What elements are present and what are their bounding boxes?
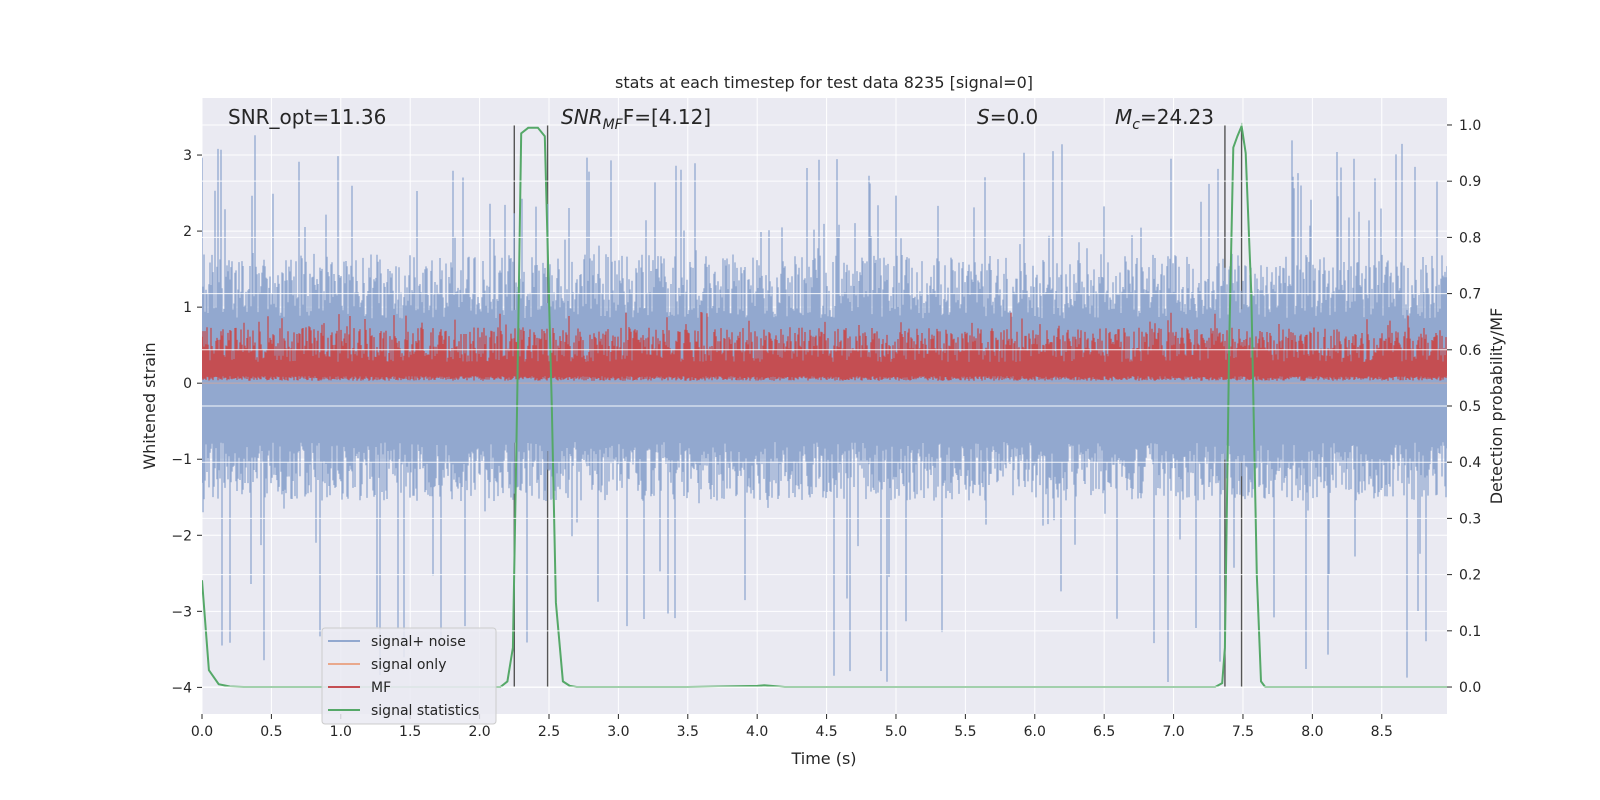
x-tick-label: 6.5 [1093, 724, 1115, 740]
y-axis-right-label: Detection probability/MF [1487, 308, 1506, 505]
x-tick-label: 0.0 [191, 724, 213, 740]
y-tick-label-right: 0.1 [1459, 624, 1481, 640]
y-tick-label-right: 0.0 [1459, 680, 1481, 696]
x-tick-label: 3.5 [677, 724, 699, 740]
y-tick-label-right: 0.9 [1459, 174, 1481, 190]
x-tick-label: 1.0 [330, 724, 352, 740]
y-tick-label-right: 0.2 [1459, 568, 1481, 584]
y-tick-label-right: 1.0 [1459, 118, 1481, 134]
annotation-snr-opt: SNR_opt=11.36 [228, 105, 386, 129]
annotation-snr-mf: SNRMFF=[4.12] [561, 105, 711, 133]
legend-box [321, 627, 497, 725]
legend-label-mf: MF [371, 680, 391, 696]
x-tick-label: 7.0 [1162, 724, 1184, 740]
x-tick-label: 0.5 [260, 724, 282, 740]
legend-label-signal-statistics: signal statistics [371, 703, 479, 719]
annotation-snr-mf-sub: MF [603, 117, 624, 133]
y-tick-label-left: 0 [183, 376, 192, 392]
y-tick-label-right: 0.8 [1459, 230, 1481, 246]
x-tick-label: 5.5 [954, 724, 976, 740]
annotation-s: S=0.0 [977, 105, 1038, 129]
mf-trace [202, 312, 1447, 381]
legend-label-signal-only: signal only [371, 657, 446, 673]
annotation-mc-sub: c [1132, 117, 1140, 133]
series-mf [202, 312, 1447, 381]
x-tick-label: 1.5 [399, 724, 421, 740]
ticks: 0.0 0.5 1.0 1.5 2.0 2.5 3.0 3.5 4.0 4.5 5.0 5.5 6.0 6… [171, 118, 1481, 740]
x-tick-label: 6.0 [1024, 724, 1046, 740]
annotation-mc-rest: =24.23 [1140, 105, 1214, 129]
y-tick-label-right: 0.7 [1459, 287, 1481, 303]
y-tick-label-left: 1 [183, 300, 192, 316]
y-tick-label-left: −3 [171, 604, 192, 620]
x-tick-label: 8.0 [1301, 724, 1323, 740]
x-tick-label: 4.5 [815, 724, 837, 740]
x-tick-label: 5.0 [885, 724, 907, 740]
right-axis-grid [202, 124, 1447, 688]
y-axis-left-label: Whitened strain [140, 342, 159, 469]
y-tick-label-left: 3 [183, 148, 192, 164]
y-tick-label-left: −2 [171, 528, 192, 544]
annotation-mc-main: M [1115, 105, 1132, 129]
y-tick-label-right: 0.6 [1459, 343, 1481, 359]
annotation-s-rest: =0.0 [990, 105, 1039, 129]
x-tick-label: 2.0 [468, 724, 490, 740]
chart-title: stats at each timestep for test data 823… [615, 73, 1033, 92]
legend: signal+ noise signal only MF signal stat… [321, 627, 497, 725]
y-tick-label-right: 0.5 [1459, 399, 1481, 415]
y-tick-label-left: −1 [171, 452, 192, 468]
annotation-snr-mf-main: SNR [561, 105, 603, 129]
x-axis-label: Time (s) [790, 749, 856, 768]
annotation-s-var: S [977, 105, 990, 129]
legend-label-signal-noise: signal+ noise [371, 634, 466, 650]
x-tick-label: 8.5 [1371, 724, 1393, 740]
y-tick-label-right: 0.4 [1459, 455, 1481, 471]
x-tick-label: 2.5 [538, 724, 560, 740]
y-tick-label-right: 0.3 [1459, 511, 1481, 527]
annotation-mc: Mc=24.23 [1115, 105, 1214, 133]
y-tick-label-left: −4 [171, 680, 192, 696]
x-tick-label: 7.5 [1232, 724, 1254, 740]
y-tick-label-left: 2 [183, 224, 192, 240]
x-tick-label: 3.0 [607, 724, 629, 740]
x-tick-label: 4.0 [746, 724, 768, 740]
annotation-snr-mf-rest: F=[4.12] [623, 105, 711, 129]
